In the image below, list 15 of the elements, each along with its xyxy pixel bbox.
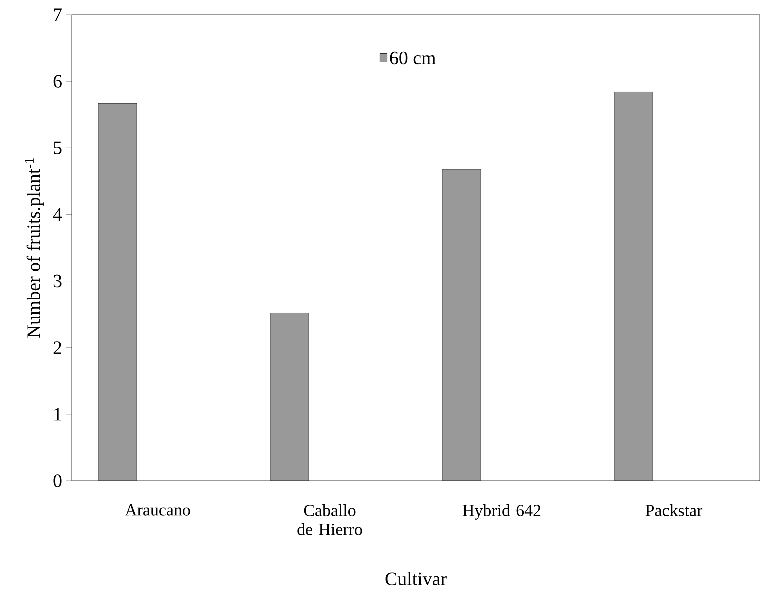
y-tick-label: 4 — [53, 208, 62, 221]
y-tick-label: 0 — [54, 474, 62, 488]
x-tick-label: Caballo de Hierro — [298, 504, 362, 536]
x-tick-label: Hybrid 642 — [462, 504, 541, 520]
y-axis-title: Number of fruits.plant$^{-1}$ — [25, 158, 44, 338]
y-tick-label: 1 — [54, 408, 62, 421]
y-tick-label: 6 — [54, 75, 62, 88]
x-tick-label: Araucano — [125, 504, 190, 516]
y-tick-label: 5 — [54, 142, 62, 154]
y-tick-label: 7 — [54, 8, 62, 22]
y-tick-label: 2 — [54, 342, 62, 354]
x-axis-title: Cultivar — [386, 572, 447, 586]
x-tick-label: Packstar — [646, 504, 703, 516]
legend-label: 60 cm — [390, 52, 436, 65]
y-tick-label: 3 — [54, 274, 62, 288]
